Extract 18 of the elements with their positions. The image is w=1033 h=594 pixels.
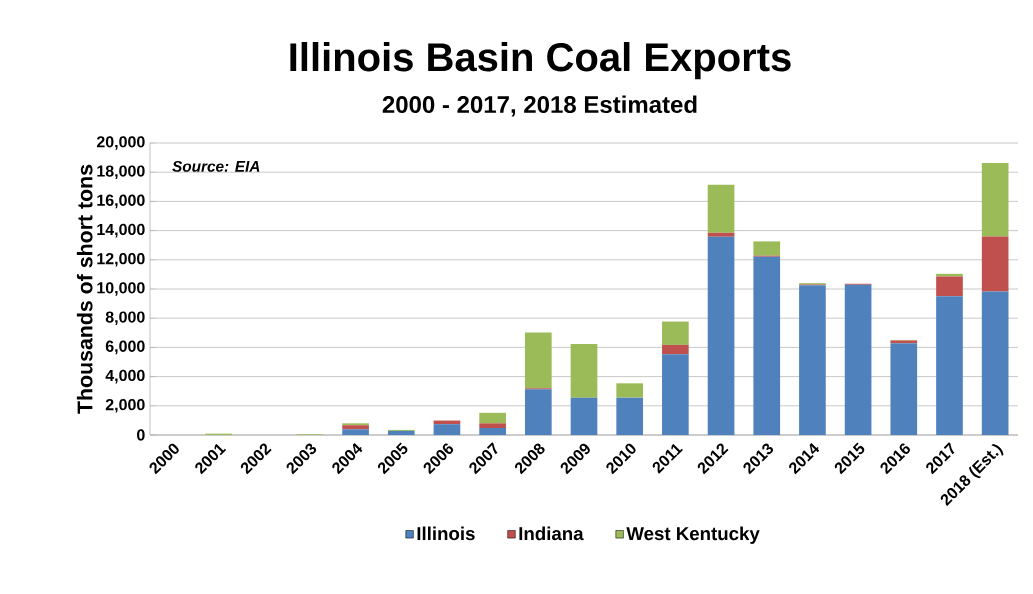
chart-subtitle: 2000 - 2017, 2018 Estimated: [382, 95, 697, 117]
y-axis-title: Thousands of short tons: [76, 164, 93, 414]
legend-label: West Kentucky: [626, 526, 760, 544]
y-tick-label: 4,000: [105, 369, 145, 384]
y-tick-label: 0: [137, 429, 145, 441]
y-tick-label: 6,000: [105, 340, 145, 355]
y-tick-label: 2,000: [105, 398, 145, 413]
y-tick-label: 8,000: [105, 311, 145, 326]
y-tick-label: 14,000: [97, 223, 145, 238]
annotation: Source: EIA: [172, 160, 260, 172]
y-tick-label: 18,000: [97, 165, 145, 180]
y-tick-label: 20,000: [96, 136, 145, 150]
y-tick-label: 12,000: [97, 252, 145, 267]
legend-label: Illinois: [417, 526, 475, 541]
y-tick-label: 16,000: [97, 194, 145, 209]
chart-title: Illinois Basin Coal Exports: [290, 42, 791, 80]
y-tick-label: 10,000: [97, 282, 145, 296]
legend-label: Indiana: [519, 526, 584, 541]
